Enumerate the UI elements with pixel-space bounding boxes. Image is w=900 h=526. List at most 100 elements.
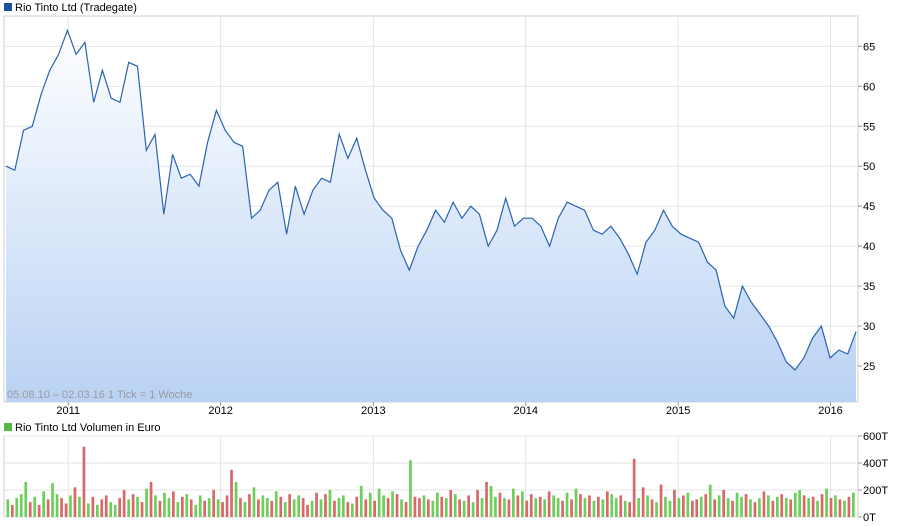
volume-bar (104, 495, 108, 517)
volume-bar (802, 495, 806, 517)
volume-bar (708, 484, 712, 517)
volume-bar (359, 485, 363, 517)
volume-bar (28, 502, 32, 517)
volume-bar (333, 500, 336, 517)
volume-bar (194, 504, 198, 517)
volume-bar (570, 499, 573, 517)
volume-bar (614, 498, 618, 517)
volume-bar (767, 495, 770, 517)
volume-bar (127, 499, 130, 517)
volume-bar (574, 488, 578, 517)
volume-bar (735, 492, 739, 517)
volume-bar (476, 490, 479, 517)
volume-bar (136, 496, 139, 518)
volume-bar (717, 495, 721, 517)
volume-bar (324, 494, 327, 517)
volume-bar (619, 495, 623, 517)
price-y-tick-label: 55 (863, 121, 875, 133)
volume-bar (820, 494, 824, 517)
volume-bar (404, 502, 408, 517)
volume-bar (230, 469, 233, 518)
volume-bar (140, 502, 144, 517)
volume-bar (440, 496, 444, 518)
price-x-tick-label: 2015 (666, 405, 690, 417)
volume-bar (480, 498, 484, 517)
volume-bar (668, 500, 672, 517)
volume-bar (301, 498, 305, 517)
volume-bar (189, 499, 193, 517)
volume-bar (306, 504, 309, 517)
volume-bar (315, 492, 318, 517)
volume-bar (185, 494, 189, 517)
volume-bar (418, 498, 421, 517)
price-y-tick-label: 40 (863, 241, 875, 253)
volume-bar (776, 496, 779, 518)
volume-bar (655, 502, 658, 517)
volume-bar (829, 498, 833, 517)
volume-bar (310, 500, 314, 517)
volume-bar (158, 500, 162, 517)
volume-bar (843, 500, 846, 517)
volume-bar (834, 495, 837, 517)
volume-bar (471, 502, 475, 517)
volume-bar (100, 499, 104, 517)
price-y-axis: 65 60 55 50 45 40 35 30 25 (858, 41, 875, 373)
volume-bar (852, 492, 855, 517)
price-series-line (5, 28, 857, 371)
volume-bar (207, 498, 211, 517)
volume-bar (436, 492, 439, 517)
volume-bar (507, 499, 511, 517)
volume-bar (225, 495, 229, 517)
volume-bar (565, 492, 569, 517)
volume-bar (252, 487, 256, 517)
volume-bar (592, 500, 596, 517)
volume-bar (538, 496, 542, 518)
volume-bar (64, 503, 68, 517)
volume-bar (261, 495, 265, 517)
volume-bar (646, 495, 649, 517)
volume-bar (525, 500, 529, 517)
price-x-tick-label: 2016 (818, 405, 842, 417)
volume-bar (413, 496, 417, 518)
price-x-tick-label: 2012 (208, 405, 232, 417)
volume-bar (547, 491, 551, 517)
volume-bar (113, 504, 117, 517)
price-y-tick-label: 35 (863, 281, 875, 293)
volume-bar (722, 490, 725, 517)
price-legend-swatch (4, 3, 12, 11)
volume-bar (753, 502, 757, 517)
volume-bar (422, 495, 426, 517)
volume-bar (807, 498, 810, 517)
volume-bar (400, 499, 403, 517)
price-y-tick-label: 45 (863, 201, 875, 213)
volume-bar (695, 499, 699, 517)
volume-bar (234, 481, 238, 517)
volume-bar (704, 494, 708, 517)
volume-bar (556, 498, 560, 517)
volume-y-tick-label: 400T (863, 458, 888, 470)
volume-bar (659, 484, 663, 517)
volume-bar (431, 500, 435, 517)
price-y-tick-label: 65 (863, 41, 875, 53)
volume-bar (364, 499, 368, 517)
price-x-tick-label: 2013 (361, 405, 385, 417)
volume-bar (386, 498, 390, 517)
volume-bar (73, 487, 77, 517)
volume-bar (453, 494, 457, 517)
volume-bar (42, 491, 45, 517)
volume-bar (221, 502, 224, 517)
volume-bar (198, 495, 202, 517)
volume-bars (6, 446, 855, 518)
volume-bar (561, 500, 564, 517)
volume-bar (744, 494, 748, 517)
volume-y-tick-label: 600T (863, 431, 888, 443)
volume-bar (82, 446, 86, 517)
volume-bar (583, 498, 587, 517)
price-chart-title: Rio Tinto Ltd (Tradegate) (15, 2, 137, 14)
volume-bar (382, 495, 385, 517)
volume-bar (91, 496, 95, 518)
price-y-tick-label: 30 (863, 321, 875, 333)
volume-bar (248, 494, 251, 517)
volume-bar (257, 499, 260, 517)
volume-bar (6, 499, 10, 517)
